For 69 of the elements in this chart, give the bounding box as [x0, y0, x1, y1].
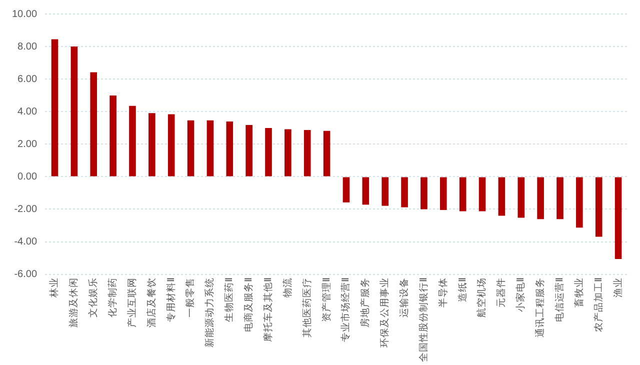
y-tick-label: 6.00	[18, 74, 38, 85]
y-tick-label: 8.00	[18, 41, 38, 52]
x-tick-label: 元器件	[496, 277, 508, 308]
x-tick-label: 畜牧业	[572, 277, 585, 308]
x-tick-label: 其他医药医疗	[300, 277, 313, 338]
x-tick-label: 房地产服务	[359, 277, 372, 328]
x-tick-label: 专业市场经营Ⅱ	[340, 277, 352, 342]
bar	[246, 124, 252, 176]
bar	[478, 177, 486, 212]
x-tick-label: 旅游及休闲	[68, 277, 80, 328]
bar	[323, 130, 330, 176]
x-tick-label: 造纸Ⅱ	[456, 277, 468, 302]
bar	[206, 120, 214, 176]
bar	[556, 177, 564, 220]
bar	[576, 177, 583, 228]
bar	[382, 177, 388, 206]
x-tick-label: 半导体	[436, 277, 449, 308]
bar	[187, 120, 194, 176]
bar	[70, 46, 78, 176]
bar	[498, 177, 506, 216]
x-tick-label: 生物医药Ⅱ	[223, 277, 236, 322]
x-tick-label: 全国性股份制银行Ⅱ	[417, 277, 430, 362]
bar	[362, 177, 370, 205]
x-tick-label: 化学制药	[106, 277, 119, 318]
bar	[401, 177, 408, 208]
bar	[440, 177, 447, 210]
bar	[148, 113, 156, 176]
x-tick-label: 林业	[48, 277, 60, 298]
x-tick-label: 一般零售	[184, 277, 196, 318]
x-tick-label: 农产品加工Ⅱ	[592, 277, 604, 332]
bar	[342, 177, 350, 202]
bar	[518, 177, 525, 218]
x-tick-label: 新能源动力系统	[204, 277, 216, 348]
x-tick-label: 航空机场	[476, 277, 488, 318]
bar	[51, 39, 58, 176]
x-tick-label: 通讯工程服务	[534, 277, 546, 338]
bar	[129, 106, 136, 176]
bar	[614, 177, 622, 260]
bar	[90, 72, 98, 176]
x-tick-label: 产业互联网	[126, 277, 138, 328]
bar	[226, 122, 234, 176]
bar	[459, 177, 466, 212]
y-tick-label: 10.00	[12, 8, 38, 20]
x-tick-label: 电信运营Ⅱ	[553, 277, 566, 322]
y-tick-label: -4.00	[14, 236, 38, 248]
y-tick-label: -2.00	[14, 204, 38, 215]
x-tick-label: 资产管理Ⅱ	[320, 277, 332, 322]
bar	[595, 177, 602, 237]
bar	[304, 130, 311, 176]
x-tick-label: 文化娱乐	[87, 277, 100, 318]
x-tick-label: 电商及服务Ⅱ	[242, 277, 255, 332]
bar	[168, 114, 175, 176]
x-tick-label: 物流	[281, 277, 294, 298]
y-tick-label: 4.00	[18, 106, 38, 118]
y-tick-label: 0.00	[18, 171, 38, 182]
y-tick-label: -6.00	[14, 269, 38, 280]
bar	[537, 177, 544, 220]
y-tick-label: 2.00	[18, 138, 38, 150]
bar	[284, 129, 292, 176]
x-tick-label: 小家电Ⅱ	[514, 277, 527, 312]
bar	[110, 96, 116, 176]
x-tick-label: 渔业	[612, 277, 624, 298]
bar	[265, 128, 272, 176]
x-tick-label: 酒店及餐饮	[145, 277, 158, 328]
x-tick-label: 运输设备	[398, 277, 410, 318]
x-tick-label: 环保及公用事业	[378, 277, 391, 348]
x-tick-label: 专用材料Ⅱ	[164, 277, 177, 322]
x-tick-label: 摩托车及其他Ⅱ	[262, 277, 274, 342]
bar	[420, 177, 428, 210]
